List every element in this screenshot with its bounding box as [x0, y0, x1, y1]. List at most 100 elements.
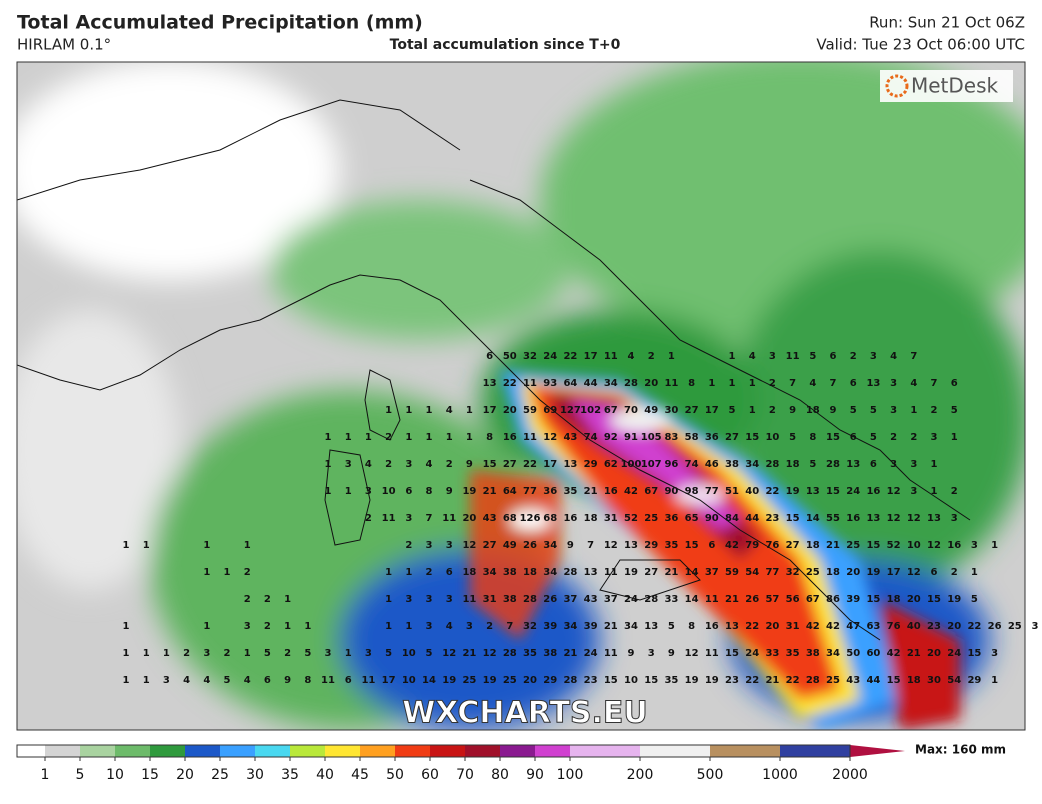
grid-value: 1 — [325, 432, 332, 443]
colorbar-label: 1 — [41, 767, 50, 783]
grid-value: 5 — [870, 432, 877, 443]
grid-value: 3 — [971, 540, 978, 551]
colorbar-segment — [325, 745, 360, 757]
grid-value: 36 — [543, 486, 557, 497]
grid-value: 28 — [765, 459, 779, 470]
grid-value: 1 — [123, 648, 130, 659]
grid-value: 1 — [385, 405, 392, 416]
grid-value: 1 — [143, 675, 150, 686]
map — [17, 62, 1025, 730]
grid-value: 26 — [523, 540, 537, 551]
grid-value: 23 — [765, 513, 779, 524]
grid-value: 4 — [910, 378, 917, 389]
grid-value: 13 — [563, 459, 577, 470]
grid-value: 21 — [765, 675, 779, 686]
grid-value: 64 — [503, 486, 517, 497]
grid-value: 21 — [462, 648, 476, 659]
colorbar-segment — [220, 745, 255, 757]
grid-value: 5 — [426, 648, 433, 659]
grid-value: 5 — [850, 405, 857, 416]
grid-value: 15 — [967, 648, 981, 659]
colorbar: 1 5 10 15 20 25 30 35 40 45 50 60 70 80 90 100 200 500 100… — [16, 744, 905, 783]
grid-value: 31 — [786, 621, 800, 632]
grid-value: 2 — [284, 648, 291, 659]
grid-value: 76 — [887, 621, 901, 632]
grid-value: 16 — [563, 513, 577, 524]
grid-value: 16 — [947, 540, 961, 551]
grid-value: 9 — [830, 405, 837, 416]
grid-value: 1 — [123, 540, 130, 551]
watermark: WXCHARTS.EU — [402, 696, 648, 731]
grid-value: 55 — [826, 513, 840, 524]
colorbar-label: 25 — [211, 767, 229, 783]
colorbar-label: 70 — [456, 767, 474, 783]
grid-value: 17 — [483, 405, 497, 416]
grid-value: 20 — [947, 621, 961, 632]
grid-value: 25 — [1008, 621, 1022, 632]
grid-value: 4 — [628, 351, 635, 362]
grid-value: 13 — [725, 621, 739, 632]
grid-value: 77 — [523, 486, 537, 497]
colorbar-label: 2000 — [832, 767, 868, 783]
grid-value: 23 — [584, 675, 598, 686]
grid-value: 36 — [705, 432, 719, 443]
grid-value: 10 — [402, 675, 416, 686]
grid-value: 3 — [244, 621, 251, 632]
grid-value: 16 — [846, 513, 860, 524]
grid-value: 38 — [806, 648, 820, 659]
grid-value: 22 — [786, 675, 800, 686]
grid-value: 20 — [846, 567, 860, 578]
grid-value: 5 — [668, 621, 675, 632]
grid-value: 38 — [503, 594, 517, 605]
grid-value: 44 — [745, 513, 759, 524]
grid-value: 32 — [523, 351, 537, 362]
grid-value: 68 — [503, 513, 517, 524]
grid-value: 50 — [846, 648, 860, 659]
subtitle: Total accumulation since T+0 — [390, 37, 621, 53]
grid-value: 9 — [789, 405, 796, 416]
colorbar-label: 90 — [526, 767, 544, 783]
grid-value: 3 — [1032, 621, 1039, 632]
grid-value: 11 — [786, 351, 800, 362]
grid-value: 2 — [769, 405, 776, 416]
grid-value: 5 — [729, 405, 736, 416]
colorbar-label: 200 — [627, 767, 654, 783]
grid-value: 67 — [806, 594, 820, 605]
grid-value: 86 — [826, 594, 840, 605]
grid-value: 15 — [483, 459, 497, 470]
grid-value: 15 — [604, 675, 618, 686]
grid-value: 64 — [563, 378, 577, 389]
grid-value: 17 — [382, 675, 396, 686]
grid-value: 65 — [685, 513, 699, 524]
grid-value: 15 — [887, 675, 901, 686]
colorbar-label: 1000 — [762, 767, 798, 783]
grid-value: 37 — [604, 594, 618, 605]
grid-value: 2 — [486, 621, 493, 632]
grid-value: 15 — [866, 540, 880, 551]
grid-value: 3 — [405, 459, 412, 470]
grid-value: 1 — [325, 486, 332, 497]
grid-value: 1 — [123, 621, 130, 632]
grid-value: 6 — [951, 378, 958, 389]
grid-value: 1 — [729, 351, 736, 362]
grid-value: 5 — [971, 594, 978, 605]
grid-value: 3 — [648, 648, 655, 659]
grid-value: 42 — [806, 621, 820, 632]
grid-value: 26 — [543, 594, 557, 605]
colorbar-segment — [500, 745, 535, 757]
grid-value: 24 — [624, 594, 638, 605]
grid-value: 59 — [523, 405, 537, 416]
colorbar-label: 500 — [697, 767, 724, 783]
grid-value: 2 — [850, 351, 857, 362]
grid-value: 12 — [685, 648, 699, 659]
grid-value: 42 — [887, 648, 901, 659]
colorbar-segment — [780, 745, 850, 757]
grid-value: 36 — [664, 513, 678, 524]
grid-value: 22 — [765, 486, 779, 497]
grid-value: 3 — [870, 351, 877, 362]
grid-value: 8 — [304, 675, 311, 686]
colorbar-segment — [290, 745, 325, 757]
grid-value: 7 — [426, 513, 433, 524]
grid-value: 11 — [442, 513, 456, 524]
grid-value: 17 — [887, 567, 901, 578]
